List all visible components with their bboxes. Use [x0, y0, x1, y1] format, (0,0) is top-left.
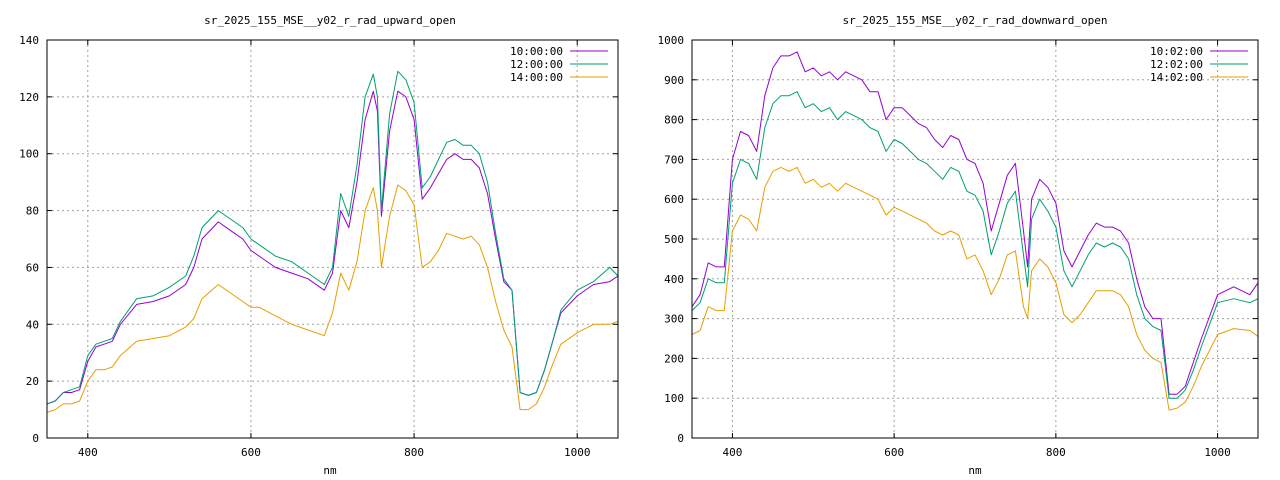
series-line-10-02-00 — [692, 51, 1258, 395]
y-tick-label: 0 — [677, 432, 684, 445]
legend-label: 10:00:00 — [510, 45, 563, 58]
y-tick-label: 140 — [19, 34, 39, 47]
upward-radiance-chart: sr_2025_155_MSE__y02_r_rad_upward_open n… — [19, 14, 619, 477]
x-tick-label: 400 — [78, 446, 98, 459]
plot-frame — [46, 39, 619, 439]
chart-title: sr_2025_155_MSE__y02_r_rad_upward_open — [204, 14, 456, 27]
plot-frame — [691, 39, 1259, 439]
downward-radiance-chart: sr_2025_155_MSE__y02_r_rad_downward_open… — [658, 14, 1259, 477]
series-line-12-02-00 — [692, 91, 1258, 399]
x-tick-label: 1000 — [1204, 446, 1231, 459]
y-tick-label: 0 — [32, 432, 39, 445]
y-tick-label: 500 — [664, 233, 684, 246]
series-line-14-00-00 — [47, 184, 618, 413]
y-tick-label: 100 — [19, 148, 39, 161]
x-tick-label: 600 — [241, 446, 261, 459]
x-axis-label: nm — [968, 464, 982, 477]
y-tick-label: 120 — [19, 91, 39, 104]
series-line-10-00-00 — [47, 90, 618, 405]
y-tick-label: 60 — [26, 261, 39, 274]
x-tick-label: 400 — [722, 446, 742, 459]
x-tick-label: 800 — [404, 446, 424, 459]
x-tick-label: 1000 — [564, 446, 591, 459]
x-axis-label: nm — [323, 464, 337, 477]
y-tick-label: 600 — [664, 193, 684, 206]
legend-label: 14:02:00 — [1150, 71, 1203, 84]
y-tick-label: 900 — [664, 74, 684, 87]
series-line-14-02-00 — [692, 166, 1258, 411]
y-tick-label: 20 — [26, 375, 39, 388]
y-tick-label: 80 — [26, 205, 39, 218]
y-tick-label: 800 — [664, 114, 684, 127]
x-tick-label: 800 — [1046, 446, 1066, 459]
chart-title: sr_2025_155_MSE__y02_r_rad_downward_open — [843, 14, 1108, 27]
y-tick-label: 700 — [664, 153, 684, 166]
y-tick-label: 1000 — [658, 34, 685, 47]
y-tick-label: 40 — [26, 318, 39, 331]
legend-label: 12:00:00 — [510, 58, 563, 71]
y-tick-label: 400 — [664, 273, 684, 286]
y-tick-label: 300 — [664, 313, 684, 326]
legend-label: 12:02:00 — [1150, 58, 1203, 71]
y-tick-label: 100 — [664, 392, 684, 405]
legend-label: 14:00:00 — [510, 71, 563, 84]
legend-label: 10:02:00 — [1150, 45, 1203, 58]
y-tick-label: 200 — [664, 352, 684, 365]
x-tick-label: 600 — [884, 446, 904, 459]
series-line-12-00-00 — [47, 70, 618, 405]
